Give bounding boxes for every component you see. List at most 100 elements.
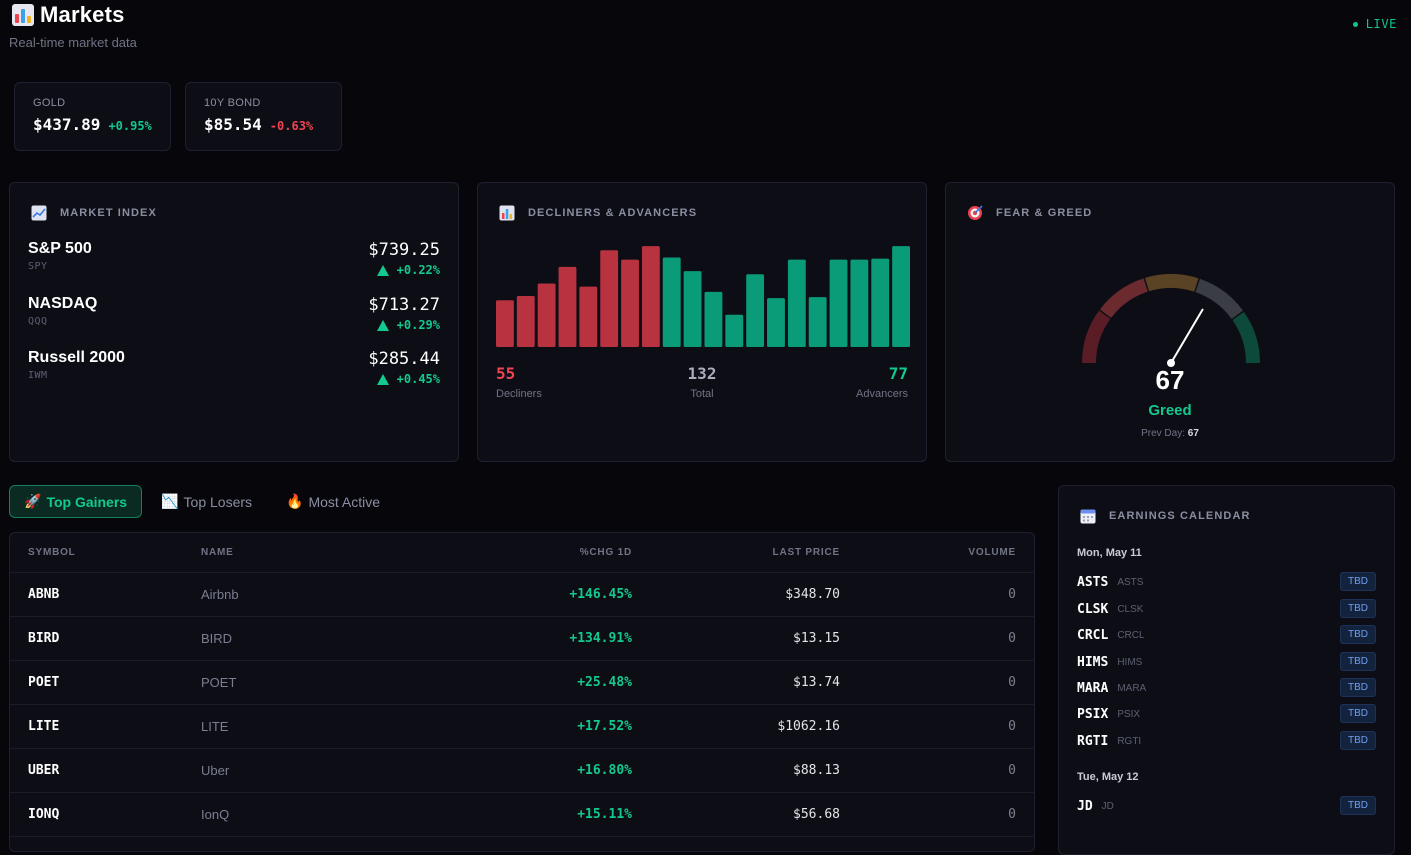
breadth-bar-chart [496,246,910,347]
earnings-ticker: JD [1077,798,1093,814]
earnings-item[interactable]: ASTS ASTS TBD [1077,572,1376,592]
cell-chg: +25.48% [577,675,632,690]
gauge-hub [1167,359,1175,367]
earnings-day-label: Mon, May 11 [1077,547,1142,559]
cell-symbol: LITE [28,719,60,734]
cell-name: Airbnb [201,587,239,602]
earnings-sub: MARA [1117,682,1147,694]
page-title: Markets [40,2,125,27]
tab-top-gainers[interactable]: 🚀 Top Gainers [9,485,143,518]
table-row[interactable]: IONQ IonQ +15.11% $56.68 0 [10,793,1034,837]
cell-price: $348.70 [785,587,840,602]
index-row-nasdaq[interactable]: NASDAQ QQQ $713.27 +0.29% [28,295,440,335]
tbd-badge: TBD [1340,625,1376,644]
prev-day-value: 67 [1187,428,1199,439]
cell-price: $13.15 [793,631,840,646]
bar-chart-icon [498,204,516,222]
triangle-up-icon [376,319,389,331]
fear-greed-panel: FEAR & GREED 67 Greed Prev Day: 67 [945,182,1395,462]
cell-name: IonQ [201,807,230,822]
tab-top-losers[interactable]: 📉 Top Losers [146,485,267,518]
earnings-item[interactable]: HIMS HIMS TBD [1077,652,1376,672]
cell-symbol: IONQ [28,807,60,822]
cell-volume: 0 [1008,631,1016,646]
ticker-label: GOLD [33,97,66,109]
tbd-badge: TBD [1340,796,1376,815]
cell-symbol: ABNB [28,587,60,602]
calendar-icon [1079,507,1097,525]
bar-chart-icon [12,4,34,26]
market-index-panel: MARKET INDEX S&P 500 SPY $739.25 +0.22% … [9,182,459,462]
index-price: $285.44 [368,349,440,369]
total-label: Total [690,388,714,400]
fear-greed-gauge [1082,274,1260,367]
cell-chg: +17.52% [577,719,632,734]
earnings-item[interactable]: CLSK CLSK TBD [1077,599,1376,619]
live-indicator: LIVE [1352,17,1397,31]
fear-greed-value: 67 [1155,365,1185,395]
gauge-segment-extreme-fear [1082,310,1111,364]
advancers-value: 77 [888,364,908,383]
decliner-bar [621,259,639,347]
earnings-item[interactable]: CRCL CRCL TBD [1077,625,1376,645]
breadth-panel: DECLINERS & ADVANCERS 55 Decliners 132 T… [477,182,927,462]
earnings-item[interactable]: JD JD TBD [1077,796,1376,816]
cell-name: Uber [201,763,230,778]
cell-volume: 0 [1008,587,1016,602]
table-row[interactable]: LITE LITE +17.52% $1062.16 0 [10,705,1034,749]
app-header: Markets [12,2,125,28]
prev-day-label: Prev Day: [1141,428,1185,439]
fear-greed-label: Greed [1148,402,1192,419]
earnings-sub: ASTS [1117,576,1144,588]
cell-price: $1062.16 [777,719,840,734]
index-symbol: IWM [28,370,48,381]
index-row-sp500[interactable]: S&P 500 SPY $739.25 +0.22% [28,240,440,280]
earnings-sub: CRCL [1117,629,1145,641]
advancer-bar [662,257,681,347]
earnings-ticker: RGTI [1077,733,1109,749]
cell-chg: +146.45% [569,587,632,602]
col-name[interactable]: NAME [201,547,234,558]
cell-symbol: POET [28,675,60,690]
earnings-day-label: Tue, May 12 [1077,771,1139,783]
cell-chg: +16.80% [577,763,632,778]
earnings-item[interactable]: PSIX PSIX TBD [1077,704,1376,724]
index-row-russell[interactable]: Russell 2000 IWM $285.44 +0.45% [28,349,440,389]
tbd-badge: TBD [1340,652,1376,671]
earnings-ticker: CRCL [1077,627,1109,643]
target-icon [966,204,984,222]
panel-title: FEAR & GREED [996,207,1093,219]
earnings-ticker: ASTS [1077,574,1109,590]
earnings-item[interactable]: RGTI RGTI TBD [1077,731,1376,751]
earnings-sub: PSIX [1117,708,1141,720]
movers-tabs: 🚀 Top Gainers 📉 Top Losers 🔥 Most Active [9,485,395,518]
tab-label: Top Losers [183,493,253,510]
tab-label: Most Active [308,493,381,510]
tab-most-active[interactable]: 🔥 Most Active [271,485,395,518]
earnings-item[interactable]: MARA MARA TBD [1077,678,1376,698]
ticker-card-gold[interactable]: GOLD $437.89 +0.95% [14,82,171,151]
advancer-bar [683,271,702,347]
cell-price: $56.68 [793,807,840,822]
table-row[interactable]: BIRD BIRD +134.91% $13.15 0 [10,617,1034,661]
ticker-card-bond[interactable]: 10Y BOND $85.54 -0.63% [185,82,342,151]
panel-title: EARNINGS CALENDAR [1109,510,1251,522]
col-chg[interactable]: %CHG 1D [579,547,632,558]
total-value: 132 [687,364,717,383]
panel-title: MARKET INDEX [60,207,157,219]
triangle-up-icon [376,264,389,276]
col-symbol[interactable]: SYMBOL [28,547,76,558]
cell-price: $13.74 [793,675,840,690]
advancer-bar [829,259,848,347]
col-price[interactable]: LAST PRICE [772,547,840,558]
col-volume[interactable]: VOLUME [968,547,1016,558]
decliners-label: Decliners [496,388,542,400]
table-row[interactable]: ABNB Airbnb +146.45% $348.70 0 [10,573,1034,617]
index-name: Russell 2000 [28,349,125,366]
table-row[interactable]: POET POET +25.48% $13.74 0 [10,661,1034,705]
cell-volume: 0 [1008,807,1016,822]
tbd-badge: TBD [1340,678,1376,697]
chart-up-icon [30,204,48,222]
earnings-sub: RGTI [1117,735,1142,747]
table-row[interactable]: UBER Uber +16.80% $88.13 0 [10,749,1034,793]
